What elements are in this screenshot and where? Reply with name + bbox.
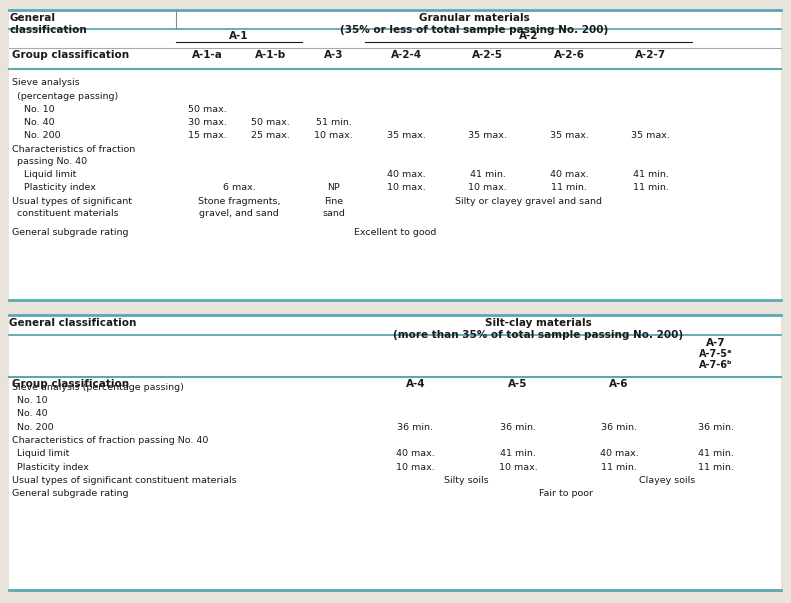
Text: 41 min.: 41 min. <box>698 449 734 458</box>
Text: 36 min.: 36 min. <box>397 423 433 432</box>
Text: No. 10: No. 10 <box>17 396 48 405</box>
Text: 36 min.: 36 min. <box>601 423 637 432</box>
Text: 10 max.: 10 max. <box>468 183 507 192</box>
Text: 51 min.: 51 min. <box>316 118 352 127</box>
Text: 36 min.: 36 min. <box>500 423 536 432</box>
Text: 25 max.: 25 max. <box>252 131 290 140</box>
Text: Clayey soils: Clayey soils <box>639 476 695 485</box>
Text: General subgrade rating: General subgrade rating <box>12 228 128 237</box>
Text: General
classification: General classification <box>9 13 87 35</box>
Text: Stone fragments,: Stone fragments, <box>198 197 280 206</box>
Text: Usual types of significant: Usual types of significant <box>12 197 132 206</box>
Text: 6 max.: 6 max. <box>222 183 255 192</box>
Text: Silty soils: Silty soils <box>445 476 489 485</box>
Text: 35 max.: 35 max. <box>387 131 426 140</box>
Text: A-5: A-5 <box>509 379 528 389</box>
Text: 35 max.: 35 max. <box>631 131 670 140</box>
Text: 40 max.: 40 max. <box>550 170 589 179</box>
Text: gravel, and sand: gravel, and sand <box>199 209 278 218</box>
Text: Plasticity index: Plasticity index <box>24 183 96 192</box>
Text: 11 min.: 11 min. <box>551 183 587 192</box>
Text: Fair to poor: Fair to poor <box>539 489 592 498</box>
Text: A-2: A-2 <box>519 31 539 41</box>
Text: No. 200: No. 200 <box>24 131 60 140</box>
Text: 10 max.: 10 max. <box>396 463 434 472</box>
Text: Characteristics of fraction passing No. 40: Characteristics of fraction passing No. … <box>12 436 208 445</box>
Bar <box>9 9 781 302</box>
Text: Silty or clayey gravel and sand: Silty or clayey gravel and sand <box>455 197 602 206</box>
Text: 11 min.: 11 min. <box>601 463 637 472</box>
Text: NP: NP <box>327 183 340 192</box>
Text: Excellent to good: Excellent to good <box>354 228 437 237</box>
Text: A-1-b: A-1-b <box>255 50 286 60</box>
Text: A-6: A-6 <box>609 379 629 389</box>
Text: A-7-5ᵃ: A-7-5ᵃ <box>699 349 732 359</box>
Text: 10 max.: 10 max. <box>315 131 353 140</box>
Text: 11 min.: 11 min. <box>633 183 668 192</box>
Text: A-1-a: A-1-a <box>191 50 223 60</box>
Text: Group classification: Group classification <box>12 50 129 60</box>
Text: A-2-5: A-2-5 <box>472 50 503 60</box>
Text: No. 200: No. 200 <box>17 423 54 432</box>
Text: General subgrade rating: General subgrade rating <box>12 489 128 498</box>
Text: sand: sand <box>323 209 345 218</box>
Text: 10 max.: 10 max. <box>387 183 426 192</box>
Text: 41 min.: 41 min. <box>500 449 536 458</box>
Text: 35 max.: 35 max. <box>468 131 507 140</box>
Text: 40 max.: 40 max. <box>396 449 434 458</box>
Text: 36 min.: 36 min. <box>698 423 734 432</box>
Text: A-7: A-7 <box>706 338 725 348</box>
Text: A-1: A-1 <box>229 31 248 41</box>
Text: 15 max.: 15 max. <box>188 131 226 140</box>
Text: 10 max.: 10 max. <box>499 463 537 472</box>
Text: A-2-7: A-2-7 <box>635 50 666 60</box>
Text: 41 min.: 41 min. <box>470 170 505 179</box>
Text: passing No. 40: passing No. 40 <box>17 157 88 166</box>
Text: Liquid limit: Liquid limit <box>17 449 70 458</box>
Text: Characteristics of fraction: Characteristics of fraction <box>12 145 135 154</box>
Text: Fine: Fine <box>324 197 343 206</box>
Bar <box>9 315 781 590</box>
Text: Liquid limit: Liquid limit <box>24 170 76 179</box>
Text: 41 min.: 41 min. <box>633 170 668 179</box>
Text: Granular materials
(35% or less of total sample passing No. 200): Granular materials (35% or less of total… <box>340 13 609 35</box>
Text: No. 10: No. 10 <box>24 105 55 114</box>
Text: A-4: A-4 <box>406 379 425 389</box>
Text: Sieve analysis: Sieve analysis <box>12 78 79 87</box>
Text: Plasticity index: Plasticity index <box>17 463 89 472</box>
Text: General classification: General classification <box>9 318 137 329</box>
Text: A-2-6: A-2-6 <box>554 50 585 60</box>
Text: Sieve analysis (percentage passing): Sieve analysis (percentage passing) <box>12 383 184 392</box>
Text: constituent materials: constituent materials <box>17 209 119 218</box>
Text: A-7-6ᵇ: A-7-6ᵇ <box>699 360 732 370</box>
Text: (percentage passing): (percentage passing) <box>17 92 119 101</box>
Text: No. 40: No. 40 <box>17 409 48 418</box>
Text: 50 max.: 50 max. <box>252 118 290 127</box>
Text: 30 max.: 30 max. <box>187 118 227 127</box>
Text: 11 min.: 11 min. <box>698 463 734 472</box>
Text: No. 40: No. 40 <box>24 118 55 127</box>
Text: A-2-4: A-2-4 <box>391 50 422 60</box>
Text: A-3: A-3 <box>324 50 343 60</box>
Text: Group classification: Group classification <box>12 379 129 389</box>
Text: Usual types of significant constituent materials: Usual types of significant constituent m… <box>12 476 237 485</box>
Text: 35 max.: 35 max. <box>550 131 589 140</box>
Text: Silt-clay materials
(more than 35% of total sample passing No. 200): Silt-clay materials (more than 35% of to… <box>393 318 683 340</box>
Text: 40 max.: 40 max. <box>387 170 426 179</box>
Text: 40 max.: 40 max. <box>600 449 638 458</box>
Text: 50 max.: 50 max. <box>188 105 226 114</box>
